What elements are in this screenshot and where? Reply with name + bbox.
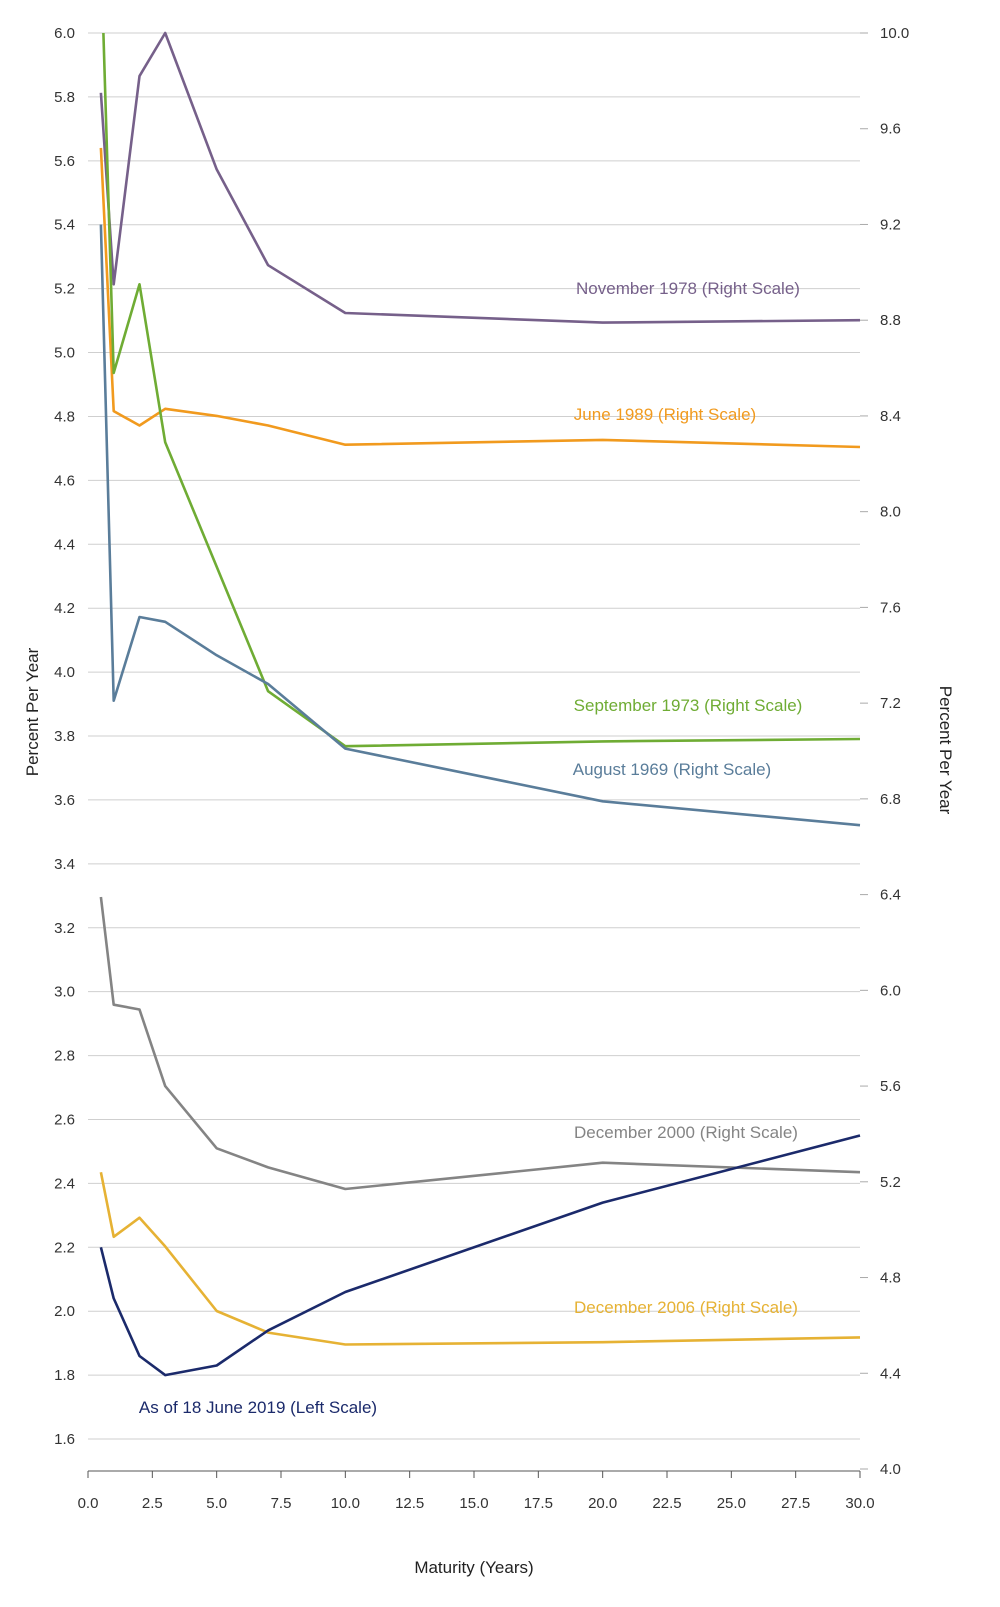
right-y-tick-label: 9.2: [880, 216, 901, 233]
left-y-tick-label: 3.0: [54, 984, 75, 1001]
x-tick-label: 30.0: [845, 1495, 874, 1512]
right-y-tick-label: 8.8: [880, 312, 901, 329]
series-label-december-2000-right-scale: December 2000 (Right Scale): [574, 1123, 798, 1142]
series-line-august-1969-right-scale: [99, 224, 861, 827]
series-line-november-1978-right-scale: [99, 31, 861, 324]
right-y-tick-label: 6.8: [880, 791, 901, 808]
left-y-tick-label: 6.0: [54, 25, 75, 42]
left-y-tick-label: 5.0: [54, 345, 75, 362]
right-y-tick-label: 8.4: [880, 408, 901, 425]
series-line-december-2006-right-scale: [99, 1171, 861, 1346]
series-line-september-1973-right-scale: [102, 32, 861, 748]
x-tick-label: 20.0: [588, 1495, 617, 1512]
right-y-tick-label: 6.4: [880, 887, 901, 904]
left-y-tick-label: 5.2: [54, 281, 75, 298]
series-label-as-of-18-june-2019-left-scale: As of 18 June 2019 (Left Scale): [139, 1398, 377, 1417]
x-tick-label: 17.5: [524, 1495, 553, 1512]
right-y-tick-labels: 4.0 4.4 4.8 5.2 5.6 6.0 6.4 6.8 7.2 7.6 8.0 8.4 8.8 9…: [860, 25, 909, 1478]
left-y-tick-label: 1.8: [54, 1367, 75, 1384]
left-y-tick-label: 4.6: [54, 472, 75, 489]
left-y-tick-labels: 1.6 1.8 2.0 2.2 2.4 2.6 2.8 3.0 3.2 3.4 3.6 3.8 4.0 4…: [54, 25, 75, 1448]
left-y-tick-label: 4.4: [54, 536, 75, 553]
x-tick-label: 12.5: [395, 1495, 424, 1512]
series-label-june-1989-right-scale: June 1989 (Right Scale): [574, 405, 756, 424]
left-y-tick-label: 3.8: [54, 728, 75, 745]
left-y-tick-label: 4.8: [54, 408, 75, 425]
right-y-tick-label: 7.6: [880, 599, 901, 616]
left-y-tick-label: 2.4: [54, 1175, 75, 1192]
left-y-tick-label: 3.2: [54, 920, 75, 937]
right-y-tick-label: 10.0: [880, 25, 909, 42]
x-tick-label: 2.5: [142, 1495, 163, 1512]
left-y-tick-label: 4.2: [54, 600, 75, 617]
x-tick-label: 27.5: [781, 1495, 810, 1512]
left-y-tick-label: 2.0: [54, 1303, 75, 1320]
left-y-tick-label: 2.2: [54, 1239, 75, 1256]
left-y-tick-label: 3.6: [54, 792, 75, 809]
left-y-tick-label: 5.4: [54, 217, 75, 234]
right-y-tick-label: 4.0: [880, 1461, 901, 1478]
series-label-september-1973-right-scale: September 1973 (Right Scale): [574, 696, 803, 715]
x-tick-label: 7.5: [271, 1495, 292, 1512]
left-y-tick-label: 3.4: [54, 856, 75, 873]
x-tick-label: 25.0: [717, 1495, 746, 1512]
right-y-tick-label: 4.4: [880, 1365, 901, 1382]
right-y-tick-label: 7.2: [880, 695, 901, 712]
left-y-tick-label: 4.0: [54, 664, 75, 681]
left-y-axis-title: Percent Per Year: [23, 647, 42, 776]
left-y-tick-label: 5.8: [54, 89, 75, 106]
right-y-tick-label: 4.8: [880, 1270, 901, 1287]
right-y-tick-label: 6.0: [880, 982, 901, 999]
right-y-tick-label: 8.0: [880, 504, 901, 521]
left-y-tick-label: 2.8: [54, 1048, 75, 1065]
right-y-tick-label: 5.6: [880, 1078, 901, 1095]
x-tick-label: 22.5: [652, 1495, 681, 1512]
series-line-june-1989-right-scale: [99, 147, 861, 449]
right-y-tick-label: 9.6: [880, 121, 901, 138]
series-label-november-1978-right-scale: November 1978 (Right Scale): [576, 279, 800, 298]
x-tick-label: 15.0: [459, 1495, 488, 1512]
right-y-axis-title: Percent Per Year: [936, 686, 955, 815]
series-lines: [99, 31, 861, 1377]
x-tick-labels: 0.0 2.5 5.0 7.5 10.0 12.5 15.0 17.5 20.0 22.5 25.0…: [78, 1471, 875, 1512]
left-y-tick-label: 1.6: [54, 1431, 75, 1448]
x-axis-title: Maturity (Years): [414, 1558, 533, 1577]
series-label-december-2006-right-scale: December 2006 (Right Scale): [574, 1298, 798, 1317]
x-tick-label: 10.0: [331, 1495, 360, 1512]
grid-lines: [88, 32, 860, 1440]
x-tick-label: 0.0: [78, 1495, 99, 1512]
right-y-tick-label: 5.2: [880, 1174, 901, 1191]
series-line-december-2000-right-scale: [99, 896, 861, 1191]
x-tick-label: 5.0: [206, 1495, 227, 1512]
series-line-as-of-18-june-2019-left-scale: [99, 1134, 861, 1377]
series-label-august-1969-right-scale: August 1969 (Right Scale): [573, 760, 771, 779]
left-y-tick-label: 5.6: [54, 153, 75, 170]
series-labels: November 1978 (Right Scale) June 1989 (Ri…: [139, 279, 802, 1417]
left-y-tick-label: 2.6: [54, 1111, 75, 1128]
